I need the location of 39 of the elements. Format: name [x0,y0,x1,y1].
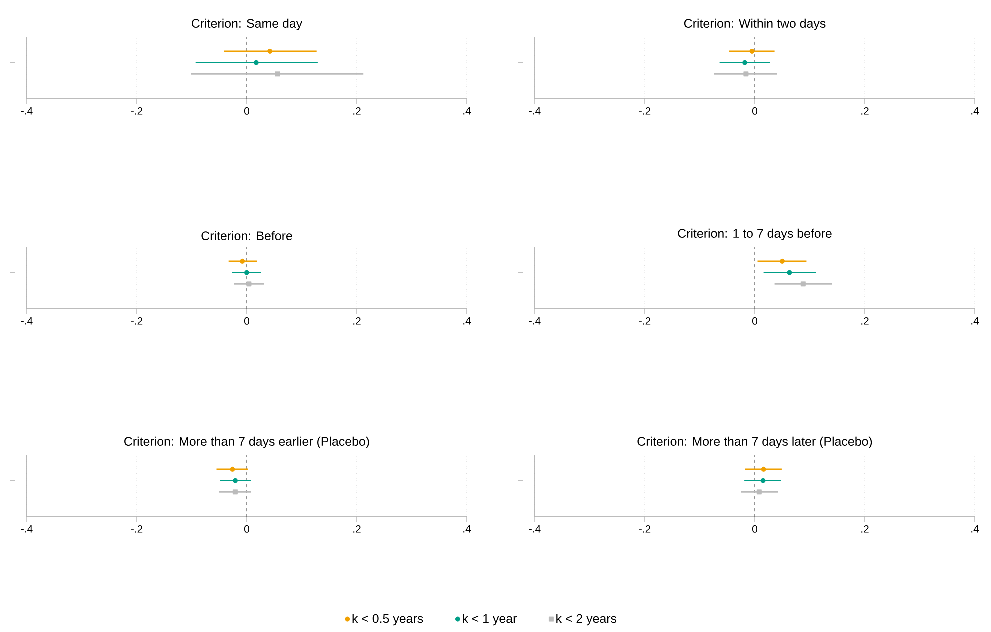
x-tick-label: .2 [354,526,361,533]
legend-label: k < 0.5 years [352,614,424,626]
x-tick-label: .2 [354,108,361,115]
x-tick-label: -.4 [21,526,33,533]
x-tick-label: 0 [244,526,250,533]
chart-title: Criterion: Before [202,231,292,240]
x-tick-label: .4 [972,318,980,325]
x-tick-label: -.4 [529,526,541,533]
x-tick-label: .4 [464,318,472,325]
x-tick-label: .4 [972,108,980,115]
x-tick-label: -.2 [131,108,143,115]
x-tick-label: .2 [354,318,361,325]
x-tick-label: -.2 [131,318,143,325]
x-tick-label: 0 [752,526,758,533]
x-tick-label: 0 [752,318,758,325]
x-tick-label: .4 [972,526,980,533]
x-tick-label: .2 [862,526,869,533]
x-tick-label: .2 [862,318,869,325]
legend-label: k < 2 years [556,614,617,626]
x-tick-label: -.2 [639,108,651,115]
x-tick-label: -.4 [529,108,541,115]
x-tick-label: 0 [244,108,250,115]
x-tick-label: -.2 [639,318,651,325]
x-tick-label: .4 [464,526,472,533]
chart-title: Criterion: More than 7 days earlier (Placebo) [124,436,370,448]
chart-title: Criterion: More than 7 days later (Placebo) [638,436,872,448]
x-tick-label: -.4 [21,318,33,325]
chart-title: Criterion: Same day [192,18,303,30]
x-tick-label: .2 [862,108,869,115]
x-tick-label: .4 [464,108,472,115]
chart-title: Criterion: Within two days [684,18,826,30]
x-tick-label: -.4 [21,108,33,115]
x-tick-label: 0 [752,108,758,115]
legend-label: k < 1 year [463,614,517,626]
chart-title: Criterion: 1 to 7 days before [678,228,832,240]
x-tick-label: -.2 [639,526,651,533]
x-tick-label: 0 [244,318,250,325]
x-tick-label: -.2 [131,526,143,533]
x-tick-label: -.4 [529,318,541,325]
